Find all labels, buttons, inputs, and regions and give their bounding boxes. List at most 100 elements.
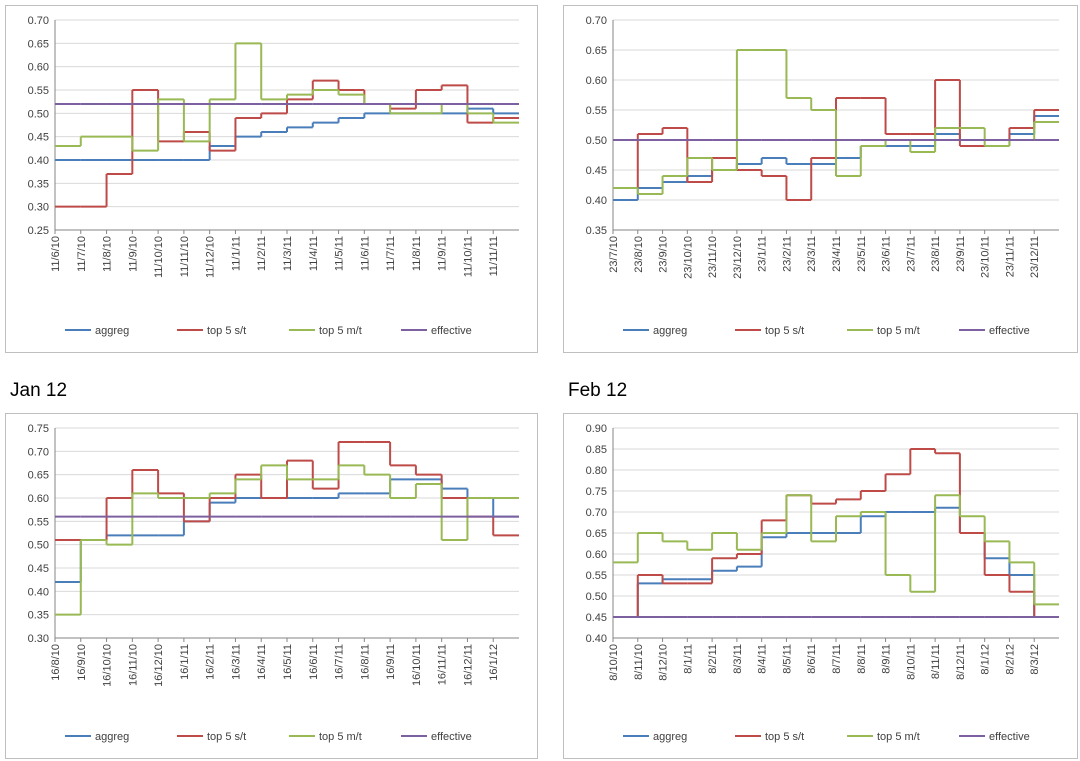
y-tick-label: 0.65 — [28, 470, 49, 482]
x-tick-label: 23/1/11 — [757, 236, 769, 272]
y-tick-label: 0.35 — [28, 610, 49, 622]
x-tick-label: 11/6/10 — [50, 236, 62, 272]
x-tick-label: 11/11/11 — [488, 236, 500, 276]
chart-caption: Jan 12 — [10, 380, 67, 401]
x-tick-label: 11/11/10 — [179, 236, 191, 277]
y-tick-label: 0.60 — [28, 62, 49, 74]
x-tick-label: 23/7/11 — [905, 236, 917, 272]
chart-frame — [563, 413, 1078, 759]
x-tick-label: 11/9/10 — [127, 236, 139, 272]
y-tick-label: 0.60 — [28, 493, 49, 505]
x-tick-label: 11/1/11 — [230, 236, 242, 271]
legend-label: top 5 s/t — [207, 325, 246, 337]
x-tick-label: 23/10/11 — [980, 236, 992, 278]
y-tick-label: 0.70 — [586, 507, 607, 519]
x-tick-label: 16/1/11 — [179, 644, 191, 680]
x-tick-label: 23/3/11 — [806, 236, 818, 272]
y-tick-label: 0.55 — [28, 85, 49, 97]
x-tick-label: 23/11/11 — [1004, 236, 1016, 277]
x-tick-label: 8/1/11 — [682, 644, 694, 674]
y-tick-label: 0.50 — [28, 108, 49, 120]
y-tick-label: 0.40 — [586, 195, 607, 207]
x-tick-label: 23/9/11 — [955, 236, 967, 272]
y-tick-label: 0.40 — [28, 155, 49, 167]
y-tick-label: 0.45 — [586, 165, 607, 177]
y-tick-label: 0.60 — [586, 549, 607, 561]
series — [613, 494, 1059, 606]
x-tick-label: 8/3/11 — [732, 644, 744, 674]
x-tick-label: 11/8/10 — [102, 236, 114, 272]
series — [55, 464, 519, 616]
x-tick-label: 11/6/11 — [359, 236, 371, 271]
y-tick-label: 0.35 — [28, 178, 49, 190]
x-tick-label: 11/3/11 — [282, 236, 294, 271]
x-tick-label: 16/12/10 — [153, 644, 165, 687]
chart-frame — [563, 5, 1078, 353]
y-tick-label: 0.70 — [28, 15, 49, 27]
x-tick-label: 16/8/11 — [359, 644, 371, 680]
x-tick-label: 23/6/11 — [881, 236, 893, 272]
x-tick-label: 16/8/10 — [50, 644, 62, 681]
x-tick-label: 16/2/11 — [205, 644, 217, 680]
x-tick-label: 16/10/11 — [411, 644, 423, 686]
legend-label: effective — [431, 325, 472, 337]
y-tick-label: 0.50 — [28, 540, 49, 552]
x-tick-label: 11/7/10 — [76, 236, 88, 272]
legend-label: effective — [989, 731, 1030, 743]
chart-frame — [5, 413, 538, 759]
legend-label: top 5 s/t — [765, 731, 804, 743]
x-tick-label: 8/12/10 — [658, 644, 670, 681]
x-tick-label: 16/7/11 — [334, 644, 346, 680]
x-tick-label: 23/11/10 — [707, 236, 719, 278]
x-tick-label: 8/2/12 — [1004, 644, 1016, 675]
x-tick-label: 11/2/11 — [256, 236, 268, 271]
y-tick-label: 0.40 — [28, 586, 49, 598]
y-tick-label: 0.75 — [28, 423, 49, 435]
legend-label: aggreg — [95, 325, 129, 337]
x-tick-label: 11/10/10 — [153, 236, 165, 278]
legend-label: effective — [989, 325, 1030, 337]
x-tick-label: 23/9/10 — [658, 236, 670, 273]
x-tick-label: 16/1/12 — [488, 644, 500, 681]
x-tick-label: 23/7/10 — [608, 236, 620, 273]
x-tick-label: 11/4/11 — [308, 236, 320, 271]
x-tick-label: 8/9/11 — [881, 644, 893, 674]
x-tick-label: 11/12/10 — [205, 236, 217, 278]
x-tick-label: 8/7/11 — [831, 644, 843, 674]
legend-label: effective — [431, 731, 472, 743]
y-tick-label: 0.60 — [586, 75, 607, 87]
x-tick-label: 11/8/11 — [411, 236, 423, 271]
x-tick-label: 16/5/11 — [282, 644, 294, 680]
x-tick-label: 16/4/11 — [256, 644, 268, 680]
x-tick-label: 23/8/10 — [633, 236, 645, 273]
legend-label: top 5 m/t — [877, 325, 920, 337]
y-tick-label: 0.65 — [586, 45, 607, 57]
y-tick-label: 0.55 — [28, 516, 49, 528]
legend-label: top 5 m/t — [877, 731, 920, 743]
y-tick-label: 0.50 — [586, 135, 607, 147]
x-tick-label: 8/2/11 — [707, 644, 719, 674]
x-tick-label: 8/10/10 — [608, 644, 620, 681]
y-tick-label: 0.55 — [586, 570, 607, 582]
y-tick-label: 0.45 — [28, 132, 49, 144]
x-tick-label: 23/12/11 — [1029, 236, 1041, 278]
y-tick-label: 0.30 — [28, 202, 49, 214]
series — [613, 448, 1059, 618]
x-tick-label: 8/1/12 — [980, 644, 992, 675]
x-tick-label: 8/5/11 — [781, 644, 793, 674]
x-tick-label: 8/4/11 — [757, 644, 769, 674]
y-tick-label: 0.45 — [28, 563, 49, 575]
x-tick-label: 8/3/12 — [1029, 644, 1041, 675]
legend-label: aggreg — [95, 731, 129, 743]
x-tick-label: 8/6/11 — [806, 644, 818, 674]
y-tick-label: 0.75 — [586, 486, 607, 498]
y-tick-label: 0.35 — [586, 225, 607, 237]
y-tick-label: 0.40 — [586, 633, 607, 645]
y-tick-label: 0.85 — [586, 444, 607, 456]
chart-caption: Feb 12 — [568, 380, 627, 401]
x-tick-label: 16/6/11 — [308, 644, 320, 680]
x-tick-label: 23/12/10 — [732, 236, 744, 279]
y-tick-label: 0.50 — [586, 591, 607, 603]
y-tick-label: 0.90 — [586, 423, 607, 435]
